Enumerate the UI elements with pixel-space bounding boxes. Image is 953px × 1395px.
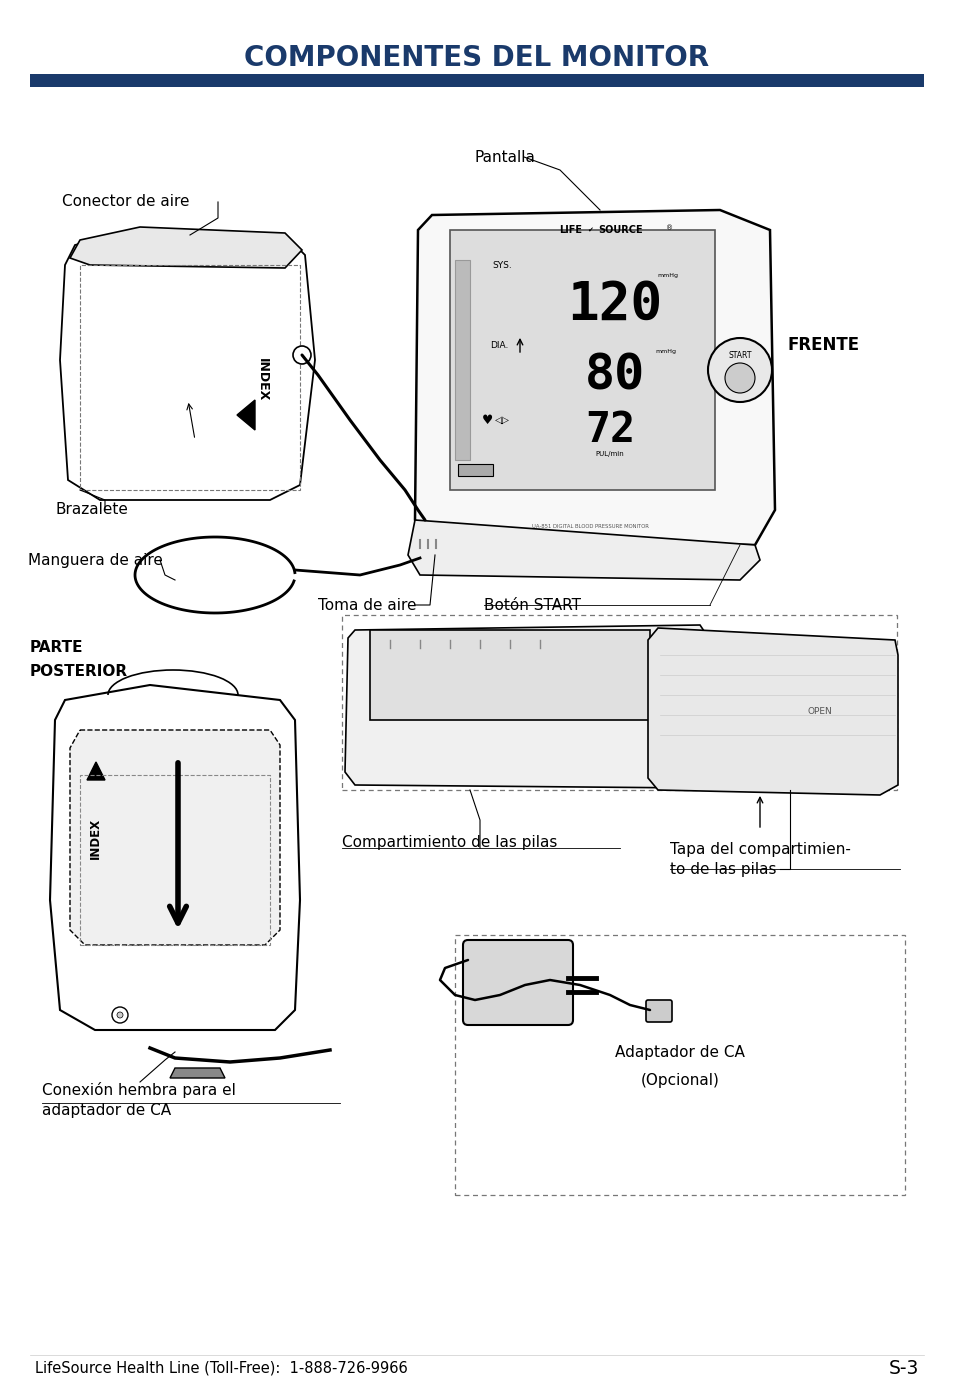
- Bar: [30, 74, 923, 86]
- Bar: [455, 259, 470, 460]
- Text: Tapa del compartimien-
to de las pilas: Tapa del compartimien- to de las pilas: [669, 843, 850, 877]
- Text: Brazalete: Brazalete: [55, 502, 128, 518]
- Text: 72: 72: [584, 409, 635, 451]
- Text: SYS.: SYS.: [492, 261, 511, 269]
- Polygon shape: [70, 227, 302, 268]
- Bar: [415, 518, 455, 548]
- Polygon shape: [170, 1069, 225, 1078]
- Bar: [341, 615, 896, 790]
- Polygon shape: [647, 628, 897, 795]
- Text: Compartimiento de las pilas: Compartimiento de las pilas: [341, 834, 557, 850]
- Polygon shape: [408, 520, 760, 580]
- Text: PUL/min: PUL/min: [595, 451, 623, 458]
- Bar: [370, 631, 649, 720]
- Text: LifeSource Health Line (Toll-Free):  1-888-726-9966: LifeSource Health Line (Toll-Free): 1-88…: [35, 1360, 407, 1375]
- FancyBboxPatch shape: [462, 940, 573, 1025]
- Text: INDEX: INDEX: [255, 359, 268, 402]
- Text: LIFE: LIFE: [558, 225, 581, 234]
- Bar: [455, 935, 904, 1196]
- Text: Pantalla: Pantalla: [475, 149, 536, 165]
- Text: Toma de aire: Toma de aire: [317, 597, 416, 612]
- Circle shape: [707, 338, 771, 402]
- Text: S-3: S-3: [887, 1359, 918, 1377]
- Text: OPEN: OPEN: [807, 707, 832, 717]
- Text: ♥: ♥: [482, 413, 493, 427]
- FancyBboxPatch shape: [645, 1000, 671, 1023]
- Circle shape: [293, 346, 311, 364]
- Text: PARTE: PARTE: [30, 640, 84, 656]
- Polygon shape: [87, 762, 105, 780]
- Circle shape: [724, 363, 754, 393]
- Polygon shape: [236, 400, 254, 430]
- Text: ◁▷: ◁▷: [494, 414, 509, 425]
- Text: ✔: ✔: [586, 227, 593, 233]
- Text: 120: 120: [567, 279, 662, 331]
- Text: mmHg: mmHg: [655, 350, 676, 354]
- Polygon shape: [60, 227, 314, 499]
- Polygon shape: [345, 625, 709, 788]
- Text: Conector de aire: Conector de aire: [62, 194, 190, 209]
- Polygon shape: [70, 730, 280, 944]
- Text: INDEX: INDEX: [89, 817, 101, 858]
- Polygon shape: [50, 685, 299, 1030]
- Text: SOURCE: SOURCE: [598, 225, 642, 234]
- Text: UA-851 DIGITAL BLOOD PRESSURE MONITOR: UA-851 DIGITAL BLOOD PRESSURE MONITOR: [531, 523, 648, 529]
- Bar: [80, 265, 299, 490]
- Text: Conexión hembra para el
adaptador de CA: Conexión hembra para el adaptador de CA: [42, 1083, 235, 1117]
- Polygon shape: [415, 211, 774, 545]
- Bar: [80, 776, 270, 944]
- Bar: [457, 465, 493, 476]
- Circle shape: [112, 1007, 128, 1023]
- Text: (Opcional): (Opcional): [639, 1073, 719, 1088]
- Text: ®: ®: [666, 225, 673, 232]
- Text: Manguera de aire: Manguera de aire: [28, 552, 163, 568]
- Text: 80: 80: [584, 352, 644, 399]
- Text: DIA.: DIA.: [490, 340, 508, 350]
- Text: Botón START: Botón START: [483, 597, 580, 612]
- Text: COMPONENTES DEL MONITOR: COMPONENTES DEL MONITOR: [244, 45, 709, 73]
- Bar: [450, 230, 714, 490]
- Text: POSTERIOR: POSTERIOR: [30, 664, 128, 679]
- Text: mmHg: mmHg: [657, 272, 678, 278]
- Text: START: START: [727, 352, 751, 360]
- Text: Adaptador de CA: Adaptador de CA: [615, 1045, 744, 1059]
- Circle shape: [117, 1011, 123, 1018]
- Text: FRENTE: FRENTE: [787, 336, 860, 354]
